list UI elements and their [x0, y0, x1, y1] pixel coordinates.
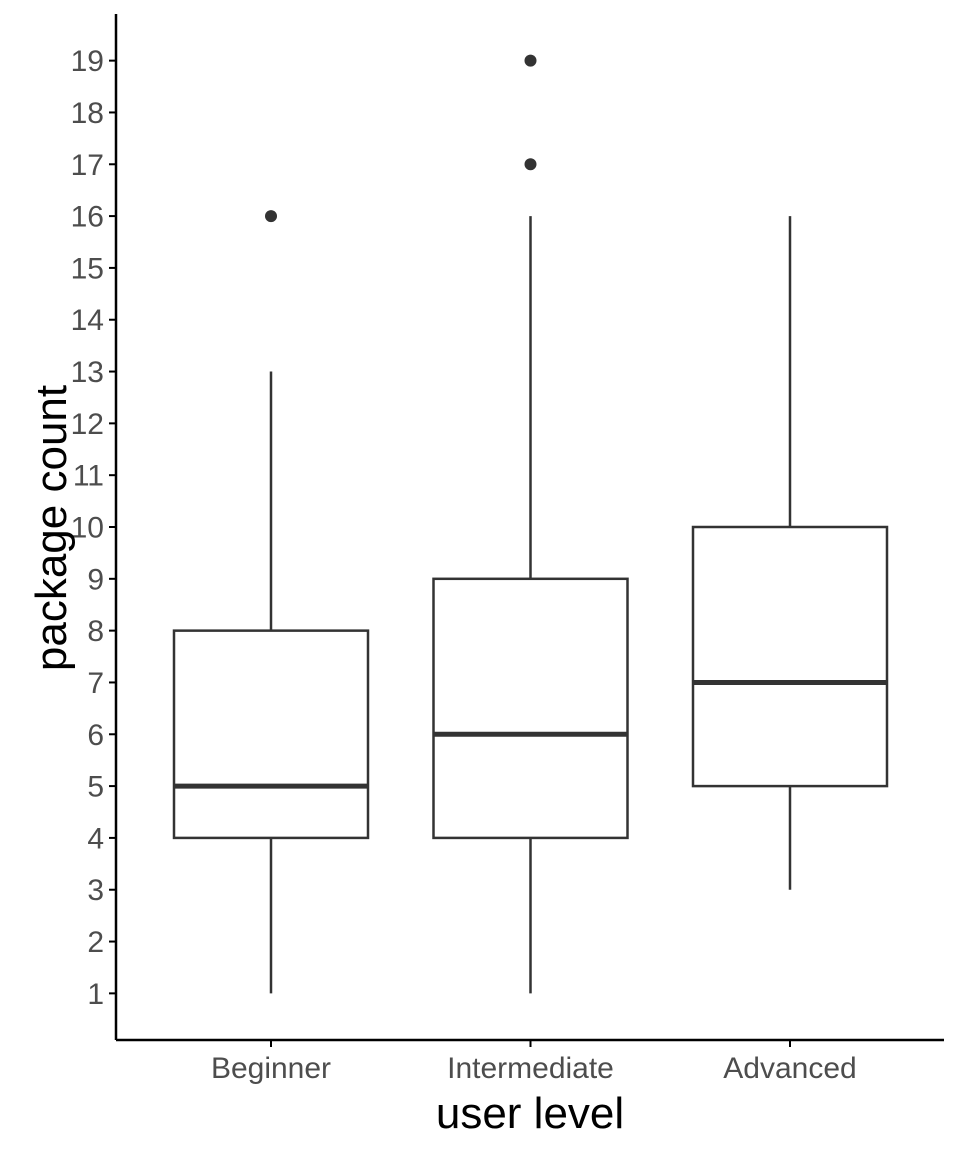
outlier-point [524, 54, 537, 67]
iqr-box [432, 577, 629, 840]
outlier-point [524, 158, 537, 171]
outlier-point [265, 210, 277, 223]
iqr-box [691, 525, 889, 788]
y-tick-label: 17 [71, 149, 104, 182]
y-tick-label: 9 [87, 563, 104, 596]
y-tick-label: 5 [87, 771, 104, 804]
x-tick-label: Advanced [723, 1052, 856, 1085]
y-axis-title: package count [27, 385, 76, 671]
x-axis-title: user level [436, 1089, 624, 1138]
y-tick-label: 10 [71, 512, 104, 545]
y-tick-label: 2 [87, 926, 104, 959]
iqr-box [172, 629, 370, 840]
box-beginner [172, 210, 370, 994]
y-tick-label: 16 [71, 201, 104, 234]
y-tick-label: 11 [73, 460, 104, 493]
x-axis: Beginner Intermediate Advanced [116, 1038, 944, 1085]
y-tick-label: 6 [87, 719, 104, 752]
y-tick-label: 12 [71, 408, 104, 441]
x-tick-label: Beginner [211, 1052, 331, 1085]
y-tick-label: 14 [71, 304, 104, 337]
y-tick-label: 15 [71, 252, 104, 285]
x-tick-label: Intermediate [447, 1052, 614, 1085]
y-tick-label: 19 [71, 45, 104, 78]
y-tick-label: 8 [87, 615, 104, 648]
y-tick-label: 18 [71, 97, 104, 130]
y-tick-label: 1 [87, 978, 104, 1011]
box-intermediate [432, 54, 629, 994]
plot-area [172, 54, 889, 994]
y-tick-label: 13 [71, 356, 104, 389]
y-tick-label: 7 [87, 667, 104, 700]
y-tick-label: 3 [87, 874, 104, 907]
y-tick-label: 4 [87, 822, 104, 855]
box-advanced [691, 216, 889, 890]
